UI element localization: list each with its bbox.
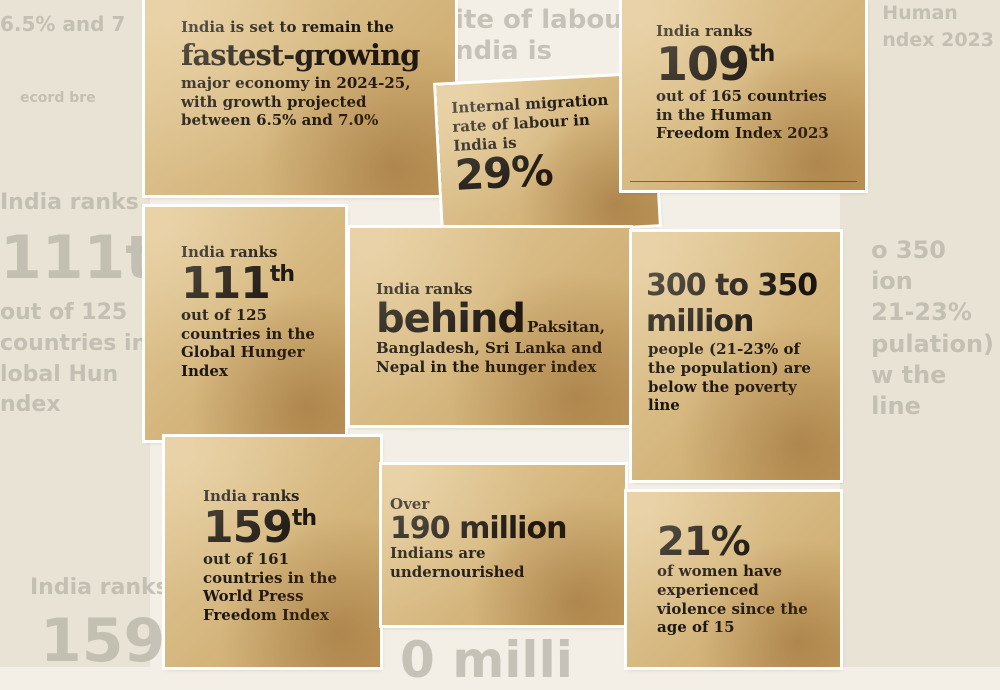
clip-body: Indians are undernourished: [390, 543, 525, 581]
clipping-poverty: 300 to 350 million people (21-23% of the…: [632, 232, 840, 480]
clip-body: major economy in 2024-25, with growth pr…: [181, 73, 411, 130]
background-text: India ranks: [30, 575, 169, 600]
divider: [630, 181, 857, 182]
background-panel: [0, 0, 150, 667]
clip-headline: 21%: [657, 519, 751, 565]
background-text: out of 125 countries in lobal Hun ndex: [0, 300, 148, 418]
clipping-109th: India ranks 109th out of 165 countries i…: [622, 0, 865, 190]
clip-body: people (21-23% of the population) are be…: [648, 340, 811, 415]
clip-body: out of 161 countries in the World Press …: [203, 549, 337, 624]
background-text: ite of labour ndia is: [455, 5, 636, 67]
clipping-undernourished: Over 190 million Indians are undernouris…: [382, 465, 625, 625]
background-text: ecord bre: [20, 90, 96, 106]
clip-headline: 159: [203, 501, 293, 553]
clip-body: out of 125 countries in the Global Hunge…: [181, 305, 315, 380]
clip-headline: 111: [181, 257, 271, 309]
clip-headline: 29%: [453, 146, 554, 201]
clipping-111th: India ranks 111th out of 125 countries i…: [145, 207, 345, 440]
clip-headline: 109: [656, 36, 750, 91]
clip-headline: behind: [376, 295, 526, 342]
background-text: India ranks: [0, 190, 139, 215]
clipping-violence: 21% of women have experienced violence s…: [627, 492, 840, 667]
clip-intro: India ranks: [181, 243, 278, 261]
clip-suffix: th: [269, 261, 295, 287]
background-text: 6.5% and 7: [0, 12, 126, 36]
background-text: o 350 ion 21-23% pulation) w the line: [871, 236, 994, 420]
clip-headline: 190 million: [390, 510, 567, 546]
background-panel: [840, 0, 1000, 667]
clip-headline: 300 to 350 million: [646, 268, 818, 339]
background-text: Human ndex 2023: [882, 2, 994, 51]
clipping-behind: India ranks behind Paksitan, Bangladesh, …: [350, 228, 630, 425]
clip-intro: India ranks: [203, 487, 300, 505]
clip-suffix: th: [291, 505, 317, 531]
clip-intro: India ranks: [376, 280, 473, 298]
clip-suffix: th: [749, 41, 775, 68]
clip-intro: Internal migration rate of labour in Ind…: [450, 90, 609, 155]
background-text: 0 milli: [400, 631, 573, 689]
clip-body: out of 165 countries in the Human Freedo…: [656, 86, 829, 143]
clipping-fastest-growing: India is set to remain the fastest-growi…: [145, 0, 455, 195]
clip-intro: Over: [390, 495, 430, 513]
clip-body: of women have experienced violence since…: [657, 562, 808, 637]
clip-body: Paksitan, Bangladesh, Sri Lanka and Nepa…: [376, 317, 605, 376]
clip-intro: India ranks: [656, 22, 753, 40]
clip-headline: fastest-growing: [181, 37, 420, 72]
clipping-159th: India ranks 159th out of 161 countries i…: [165, 437, 380, 667]
background-text: 159: [40, 606, 166, 676]
clip-intro: India is set to remain the: [181, 18, 394, 36]
